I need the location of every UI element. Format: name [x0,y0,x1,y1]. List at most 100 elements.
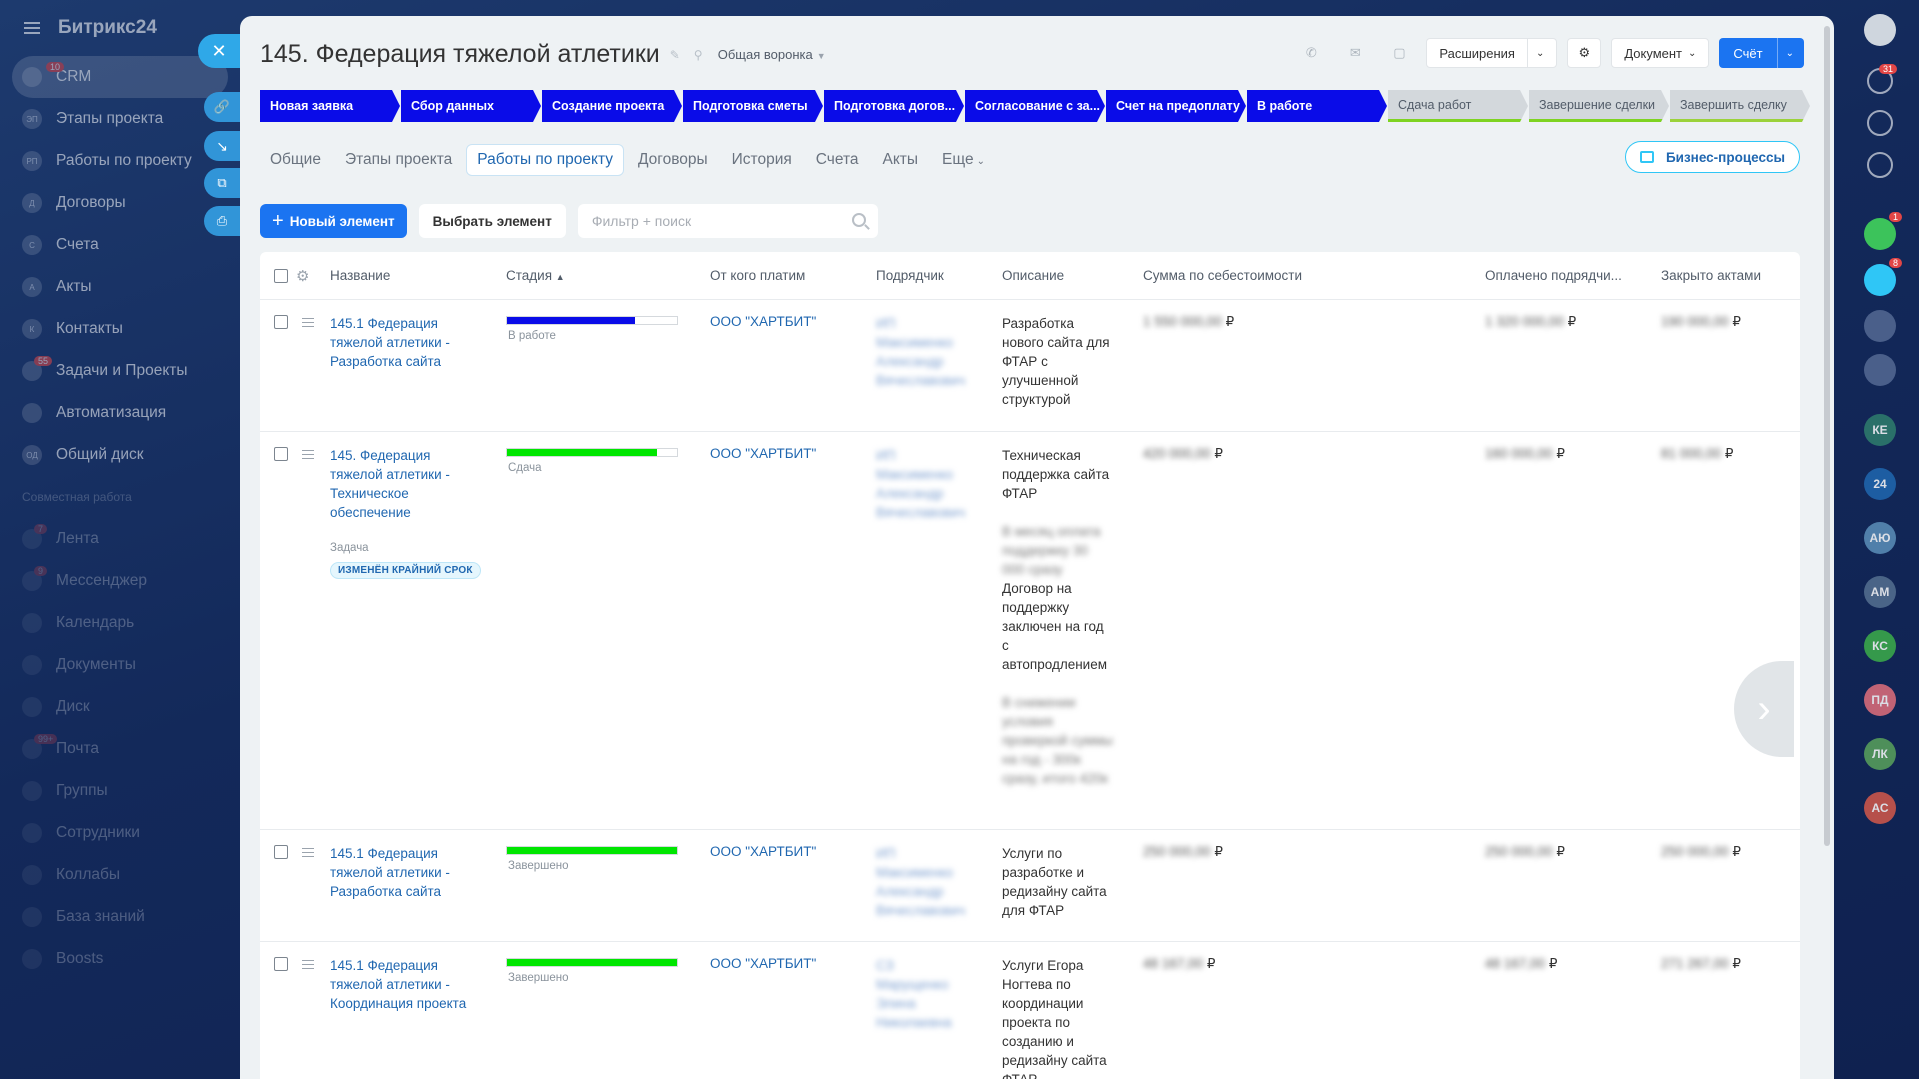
new-element-button[interactable]: + Новый элемент [260,204,407,238]
mail-icon[interactable]: ✉ [1349,45,1361,60]
row-menu-icon[interactable] [302,450,314,459]
stage-step[interactable]: Завершить сделку [1670,90,1810,122]
contractor-link[interactable]: ИП Максименко Александр Вячеславович [876,448,966,520]
funnel-selector[interactable]: Общая воронка ▼ [718,47,826,62]
tab-item[interactable]: Еще ⌄ [942,151,985,168]
column-description[interactable]: Описание [1002,268,1065,283]
row-checkbox[interactable] [274,315,288,329]
table-row[interactable]: 145.1 Федерация тяжелой атлетики - Разра… [260,830,1800,942]
menu-icon[interactable] [24,22,40,34]
contact-avatar[interactable]: АЮ [1864,522,1896,554]
item-link[interactable]: 145.1 Федерация тяжелой атлетики - Разра… [330,846,450,899]
tab-item[interactable]: Договоры [637,151,708,168]
table-row[interactable]: 145. Федерация тяжелой атлетики - Технич… [260,432,1800,830]
close-slider-button[interactable]: ✕ [198,34,240,68]
stage-step[interactable]: Новая заявка [260,90,400,122]
sidebar-item[interactable]: А Акты [0,266,240,308]
edit-icon[interactable]: ✎ [669,47,680,62]
payer-link[interactable]: ООО "ХАРТБИТ" [710,844,817,859]
print-button[interactable]: ⎙ [204,206,240,236]
stage-step[interactable]: Счет на предоплату [1106,90,1246,122]
stage-progress[interactable] [506,846,678,855]
contact-avatar[interactable]: АМ [1864,576,1896,608]
tab-item[interactable]: Работы по проекту [466,144,624,176]
item-link[interactable]: 145.1 Федерация тяжелой атлетики - Разра… [330,316,450,369]
sidebar-item[interactable]: Диск [0,686,240,728]
activity-icon[interactable] [1867,110,1893,136]
sidebar-item[interactable]: CRM 10 [12,56,228,98]
contractor-link[interactable]: ИП Максименко Александр Вячеславович [876,846,966,918]
stage-step[interactable]: Согласование с за... [965,90,1105,122]
search-icon[interactable] [851,213,866,227]
stage-step[interactable]: Сдача работ [1388,90,1528,122]
chat-icon[interactable]: 1 [1864,212,1902,250]
item-link[interactable]: 145. Федерация тяжелой атлетики - Технич… [330,448,450,520]
open-new-window-button[interactable]: ⧉ [204,168,240,198]
contact-avatar[interactable]: АС [1864,792,1896,824]
sidebar-item[interactable]: Задачи и Проекты 55 [0,350,240,392]
column-name[interactable]: Название [330,268,391,283]
tab-item[interactable]: История [731,151,792,168]
notifications-icon[interactable]: 31 [1867,64,1897,94]
contact-avatar[interactable]: 24 [1864,468,1896,500]
sidebar-item[interactable]: Boosts [0,938,240,980]
document-button[interactable]: Документ ⌄ [1611,38,1710,68]
sidebar-item[interactable]: Мессенджер 9 [0,560,240,602]
contact-avatar[interactable]: ПД [1864,684,1896,716]
payer-link[interactable]: ООО "ХАРТБИТ" [710,446,817,461]
select-all-checkbox[interactable] [274,268,288,283]
minimize-button[interactable]: ↘ [204,131,240,161]
contact-avatar[interactable]: ЛК [1864,738,1896,770]
invoice-button[interactable]: Счёт ⌄ [1719,38,1804,68]
item-link[interactable]: 145.1 Федерация тяжелой атлетики - Коорд… [330,958,467,1011]
sidebar-item[interactable]: Коллабы [0,854,240,896]
row-checkbox[interactable] [274,845,288,859]
row-menu-icon[interactable] [302,960,314,969]
column-paid[interactable]: Оплачено подрядчи... [1485,268,1622,283]
payer-link[interactable]: ООО "ХАРТБИТ" [710,956,817,971]
row-menu-icon[interactable] [302,318,314,327]
phone-icon[interactable]: ✆ [1305,45,1317,60]
sidebar-item[interactable]: Автоматизация [0,392,240,434]
sidebar-section-label[interactable]: Совместная работа [22,490,132,504]
sidebar-item[interactable]: ЭП Этапы проекта [0,98,240,140]
stage-step[interactable]: Создание проекта [542,90,682,122]
business-processes-button[interactable]: Бизнес-процессы [1624,141,1800,173]
status-badge[interactable]: ИЗМЕНЁН КРАЙНИЙ СРОК [330,562,481,579]
table-row[interactable]: 145.1 Федерация тяжелой атлетики - Коорд… [260,942,1800,1079]
search-chat-icon[interactable] [1867,152,1893,178]
contractor-link[interactable]: СЗ Марущенко Элина Николаевна [876,958,952,1030]
sidebar-item[interactable]: С Счета [0,224,240,266]
search-input[interactable] [591,213,832,229]
stage-step[interactable]: Завершение сделки [1529,90,1669,122]
sidebar-item[interactable]: Документы [0,644,240,686]
sidebar-item[interactable]: Д Договоры [0,182,240,224]
sidebar-item[interactable]: База знаний [0,896,240,938]
video-call-icon[interactable] [1864,310,1896,342]
extensions-button[interactable]: Расширения ⌄ [1426,38,1558,68]
contact-avatar[interactable]: КЕ [1864,414,1896,446]
stage-progress[interactable] [506,958,678,967]
contact-avatar[interactable]: КС [1864,630,1896,662]
stage-progress[interactable] [506,316,678,325]
stage-progress[interactable] [506,448,678,457]
brand-logo[interactable]: Битрикс24 [58,17,157,38]
table-row[interactable]: 145.1 Федерация тяжелой атлетики - Разра… [260,300,1800,432]
video-call-icon[interactable] [1864,354,1896,386]
column-stage[interactable]: Стадия ▲ [506,268,565,283]
column-closed[interactable]: Закрыто актами [1661,268,1761,283]
row-menu-icon[interactable] [302,848,314,857]
scrollbar[interactable] [1824,26,1830,846]
column-contractor[interactable]: Подрядчик [876,268,944,283]
row-checkbox[interactable] [274,957,288,971]
select-element-button[interactable]: Выбрать элемент [418,204,566,238]
column-cost[interactable]: Сумма по себестоимости [1143,268,1303,283]
tab-item[interactable]: Акты [882,151,919,168]
open-lines-icon[interactable]: 8 [1864,258,1902,296]
sidebar-item[interactable]: Почта 99+ [0,728,240,770]
link-icon[interactable]: ⚲ [693,47,703,62]
sidebar-item[interactable]: Календарь [0,602,240,644]
chat-icon[interactable]: ▢ [1393,45,1406,60]
user-avatar[interactable] [1864,14,1896,46]
sidebar-item[interactable]: К Контакты [0,308,240,350]
